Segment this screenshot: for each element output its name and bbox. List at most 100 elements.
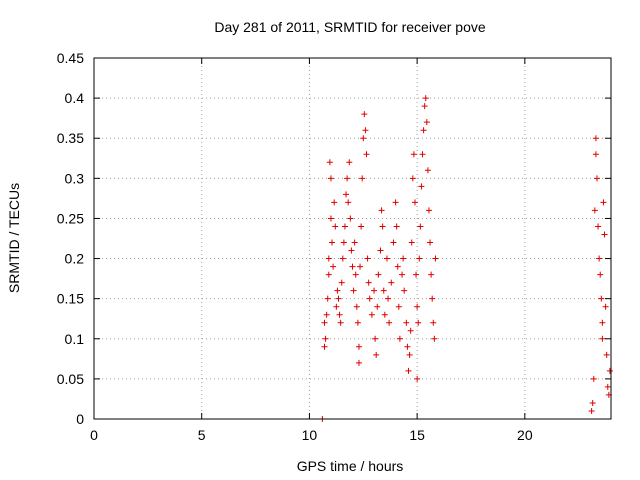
- data-point: [357, 263, 364, 270]
- x-tick-label: 10: [302, 427, 318, 443]
- data-point: [423, 119, 430, 126]
- data-point: [394, 263, 401, 270]
- data-point: [362, 127, 369, 134]
- data-point: [603, 351, 610, 358]
- data-point: [411, 199, 418, 206]
- data-point: [344, 175, 351, 182]
- data-point: [349, 263, 356, 270]
- data-point: [599, 335, 606, 342]
- data-point: [414, 375, 421, 382]
- data-point: [326, 159, 333, 166]
- data-point: [431, 335, 438, 342]
- data-point: [350, 287, 357, 294]
- data-point: [410, 151, 417, 158]
- data-point: [383, 255, 390, 262]
- data-point: [325, 255, 332, 262]
- data-point: [606, 367, 613, 374]
- data-point: [360, 135, 367, 142]
- data-point: [588, 407, 595, 414]
- data-point: [599, 319, 606, 326]
- data-point: [340, 239, 347, 246]
- data-point: [600, 199, 607, 206]
- data-point: [432, 255, 439, 262]
- y-tick-label: 0.25: [57, 210, 84, 226]
- data-point: [429, 295, 436, 302]
- data-point: [385, 295, 392, 302]
- data-point: [359, 175, 366, 182]
- data-point: [428, 271, 435, 278]
- data-point: [422, 95, 429, 102]
- data-point: [321, 319, 328, 326]
- data-point: [327, 215, 334, 222]
- y-tick-label: 0.2: [65, 251, 85, 267]
- data-point: [424, 167, 431, 174]
- data-point: [419, 151, 426, 158]
- data-point: [400, 255, 407, 262]
- y-tick-label: 0.45: [57, 50, 84, 66]
- y-axis-label: SRMTID / TECUs: [6, 183, 22, 293]
- data-point: [352, 271, 359, 278]
- data-point: [399, 271, 406, 278]
- data-point: [396, 335, 403, 342]
- data-point: [339, 255, 346, 262]
- data-point: [347, 215, 354, 222]
- data-point: [592, 151, 599, 158]
- data-point: [589, 399, 596, 406]
- data-point: [417, 223, 424, 230]
- data-point: [386, 319, 393, 326]
- data-point: [403, 319, 410, 326]
- data-point: [407, 327, 414, 334]
- data-point: [380, 287, 387, 294]
- y-tick-label: 0.35: [57, 130, 84, 146]
- data-point: [321, 343, 328, 350]
- data-point: [395, 303, 402, 310]
- data-point: [337, 319, 344, 326]
- plot-frame: [93, 57, 612, 420]
- data-point: [592, 135, 599, 142]
- grid: [94, 58, 611, 419]
- data-point: [392, 199, 399, 206]
- data-point: [364, 255, 371, 262]
- data-point: [388, 279, 395, 286]
- data-point: [381, 311, 388, 318]
- data-point: [329, 239, 336, 246]
- x-axis-label: GPS time / hours: [297, 458, 404, 474]
- data-point: [327, 175, 334, 182]
- data-point: [597, 271, 604, 278]
- data-point: [325, 271, 332, 278]
- data-point: [406, 351, 413, 358]
- data-point: [427, 239, 434, 246]
- data-point: [346, 159, 353, 166]
- data-point: [590, 375, 597, 382]
- data-point: [331, 199, 338, 206]
- data-point: [355, 343, 362, 350]
- x-tick-label: 15: [409, 427, 425, 443]
- x-tick-label: 0: [90, 427, 98, 443]
- x-tick-label: 20: [517, 427, 533, 443]
- data-point: [368, 311, 375, 318]
- data-point: [353, 303, 360, 310]
- data-point: [372, 335, 379, 342]
- data-point: [330, 263, 337, 270]
- data-point: [413, 271, 420, 278]
- data-point: [379, 223, 386, 230]
- data-point: [365, 279, 372, 286]
- data-point: [371, 287, 378, 294]
- y-tick-label: 0.15: [57, 291, 84, 307]
- x-tick-label: 5: [198, 427, 206, 443]
- data-point: [334, 287, 341, 294]
- data-point: [414, 303, 421, 310]
- data-point: [378, 207, 385, 214]
- data-point: [596, 255, 603, 262]
- data-point: [343, 191, 350, 198]
- data-point: [377, 247, 384, 254]
- data-point: [421, 103, 428, 110]
- data-point: [348, 247, 355, 254]
- data-point: [420, 127, 427, 134]
- data-point: [375, 271, 382, 278]
- data-point: [333, 303, 340, 310]
- chart-title: Day 281 of 2011, SRMTID for receiver pov…: [214, 19, 486, 35]
- data-point: [598, 295, 605, 302]
- data-point: [323, 311, 330, 318]
